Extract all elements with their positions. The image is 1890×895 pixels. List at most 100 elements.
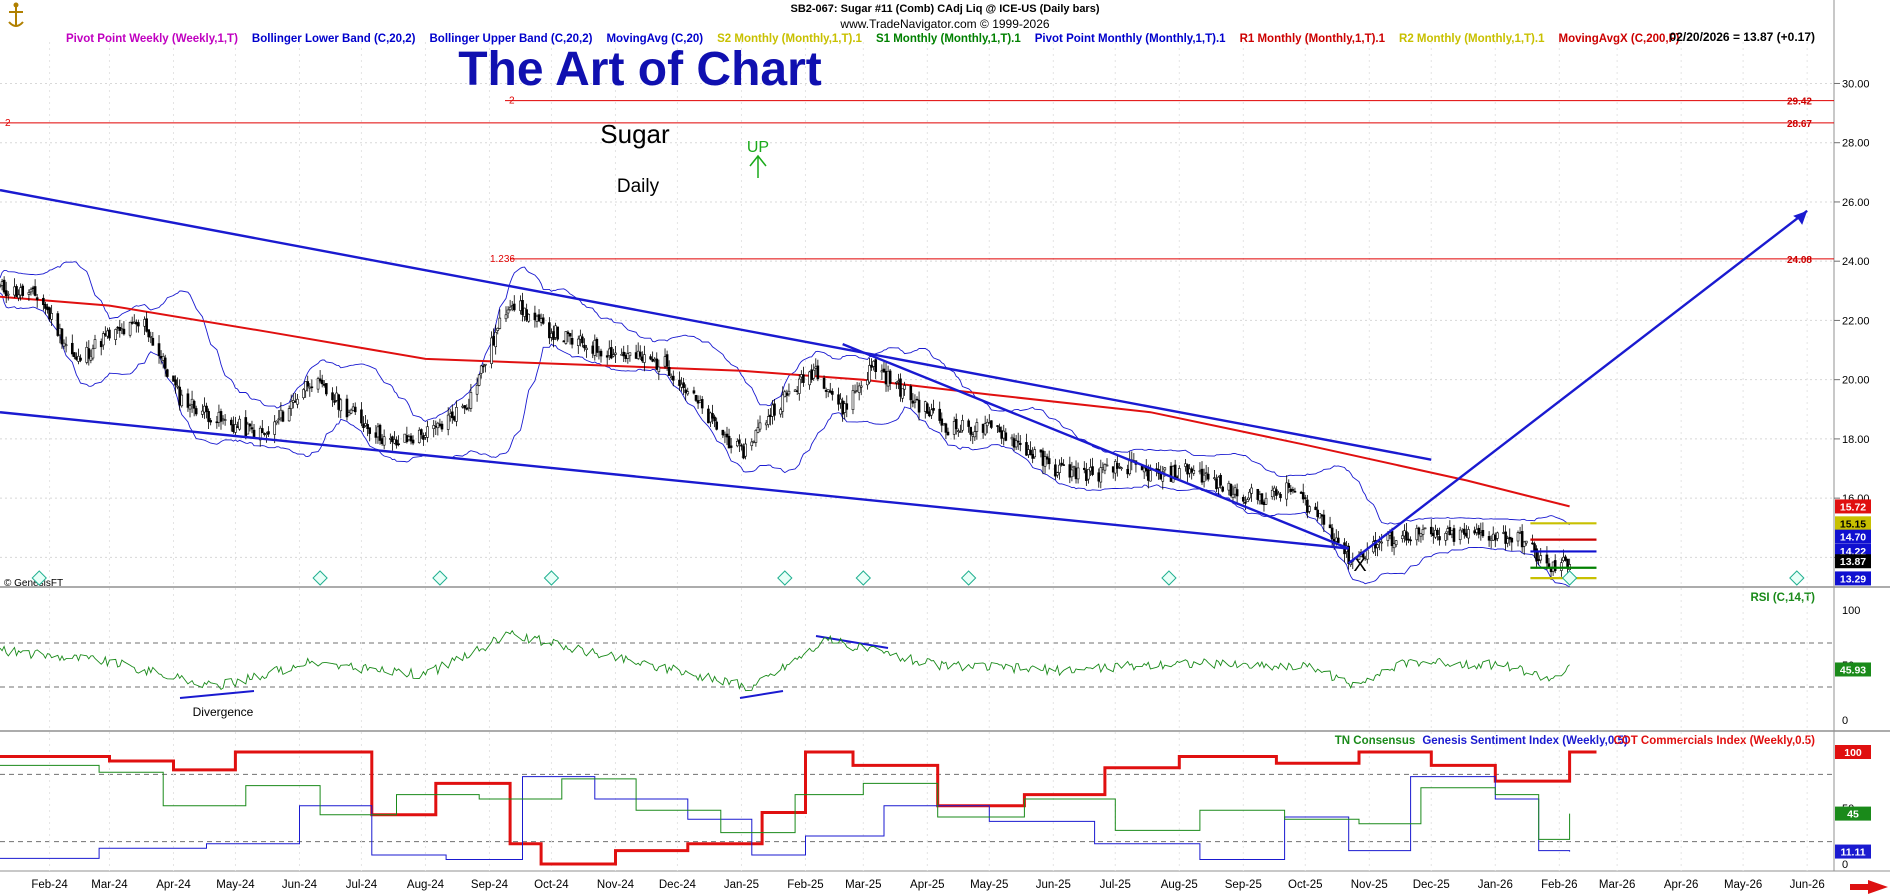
candle-body [0, 281, 4, 286]
report-marker-icon[interactable] [855, 570, 872, 586]
candle-body [17, 294, 20, 299]
candle-body [597, 351, 601, 353]
legend-item[interactable]: Pivot Point Weekly (Weekly,1,T) [66, 33, 238, 45]
candle-body [1419, 532, 1423, 537]
legend-item[interactable]: Bollinger Upper Band (C,20,2) [430, 33, 593, 45]
report-marker-icon[interactable] [960, 570, 977, 586]
trend-line[interactable] [0, 411, 1349, 550]
report-marker-icon[interactable] [1789, 570, 1805, 586]
candle-body [727, 435, 731, 449]
time-tick-label: Mar-26 [1599, 879, 1635, 891]
candle-body [463, 405, 466, 409]
candle-body [523, 307, 526, 317]
candle-body [1487, 536, 1491, 541]
candle-body [161, 356, 165, 361]
candle-body [548, 322, 551, 339]
candle-body [698, 400, 702, 404]
candle-body [527, 313, 531, 322]
fib-level-label: 29.42 [1787, 97, 1812, 108]
candle-body [79, 357, 82, 361]
bollinger-lower-band [0, 292, 1570, 588]
candle-body [624, 354, 628, 359]
candle-body [1089, 467, 1092, 472]
report-marker-icon[interactable] [1561, 570, 1578, 586]
candle-body [234, 424, 237, 433]
candle-body [987, 422, 991, 425]
report-icons [31, 570, 1805, 586]
candle-body [246, 423, 250, 435]
sentiment-legend-item[interactable]: Genesis Sentiment Index (Weekly,0.5) [1422, 735, 1628, 747]
legend-item[interactable]: Pivot Point Monthly (Monthly,1,T).1 [1035, 33, 1226, 45]
candle-body [1432, 532, 1435, 537]
candle-body [215, 421, 219, 424]
candle-body [1330, 527, 1334, 540]
sentiment-badge-label: 11.11 [1840, 847, 1865, 859]
candle-body [238, 418, 241, 430]
candle-body [686, 391, 690, 395]
candle-body [998, 426, 1001, 433]
candle-body [1192, 470, 1196, 474]
report-marker-icon[interactable] [312, 570, 328, 586]
legend-item[interactable]: R2 Monthly (Monthly,1,T).1 [1399, 33, 1545, 45]
time-tick-label: Mar-24 [91, 879, 128, 891]
candle-body [77, 355, 80, 362]
candle-body [137, 322, 140, 327]
trend-line[interactable] [0, 188, 1432, 461]
candle-body [316, 378, 320, 390]
sentiment-legend-item[interactable]: COT Commercials Index (Weekly,0.5) [1613, 735, 1815, 747]
candle-body [1149, 470, 1152, 482]
candle-body [1394, 540, 1398, 545]
scroll-right-icon[interactable] [1846, 879, 1890, 895]
legend-item[interactable]: MovingAvg (C,20) [606, 33, 703, 45]
candle-body [1097, 472, 1101, 482]
rsi-panel [0, 629, 1570, 692]
candle-body [655, 358, 659, 370]
sentiment-legend-item[interactable]: TN Consensus [1335, 735, 1416, 747]
candle-body [481, 365, 485, 368]
candle-body [1188, 468, 1191, 474]
candle-body [1087, 468, 1090, 480]
report-marker-icon[interactable] [543, 570, 560, 586]
candle-body [779, 409, 782, 415]
report-marker-icon[interactable] [31, 570, 47, 586]
legend-item[interactable]: S2 Monthly (Monthly,1,T).1 [717, 33, 862, 45]
candle-body [822, 377, 826, 389]
report-marker-icon[interactable] [432, 570, 448, 586]
candle-body [634, 352, 638, 359]
candle-body [58, 328, 62, 336]
candle-body [273, 421, 276, 435]
report-marker-icon[interactable] [1161, 570, 1177, 586]
app-logo-icon[interactable] [8, 2, 24, 27]
price-badge [1835, 529, 1871, 544]
candle-body [1031, 453, 1034, 459]
trend-line[interactable] [1347, 209, 1808, 565]
candle-body [50, 313, 53, 320]
legend-item[interactable]: S1 Monthly (Monthly,1,T).1 [876, 33, 1021, 45]
legend-item[interactable]: Bollinger Lower Band (C,20,2) [252, 33, 416, 45]
candle-body [1564, 556, 1567, 561]
legend-item[interactable]: MovingAvgX (C,200,F) [1558, 33, 1679, 45]
candle-body [996, 425, 999, 427]
candle-body [510, 305, 514, 307]
candle-body [764, 422, 768, 426]
candle-body [1363, 557, 1367, 559]
time-tick-label: Feb-24 [31, 879, 68, 891]
candle-body [942, 422, 946, 426]
candle-body [349, 409, 353, 414]
candle-body [1533, 543, 1536, 552]
candle-body [1128, 459, 1132, 475]
candle-body [149, 336, 153, 338]
sentiment-series-line [0, 764, 1571, 840]
candle-body [335, 392, 338, 401]
legend-item[interactable]: R1 Monthly (Monthly,1,T).1 [1240, 33, 1386, 45]
trend-line[interactable] [842, 343, 1350, 550]
candle-body [1452, 528, 1456, 542]
candle-body [494, 331, 497, 348]
candle-body [1421, 528, 1425, 535]
candle-body [709, 412, 712, 423]
candle-body [940, 418, 944, 426]
candle-body [1260, 493, 1264, 505]
candle-body [1289, 488, 1293, 492]
candle-body [1202, 474, 1206, 482]
report-marker-icon[interactable] [777, 570, 793, 586]
